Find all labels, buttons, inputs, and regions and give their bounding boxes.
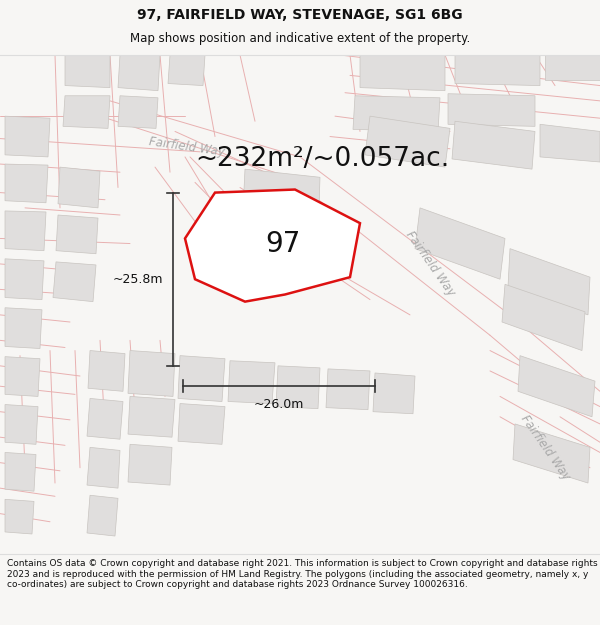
Polygon shape <box>5 211 46 251</box>
Polygon shape <box>502 284 585 351</box>
Polygon shape <box>58 167 100 208</box>
Polygon shape <box>5 164 48 202</box>
Polygon shape <box>87 448 120 488</box>
Text: Map shows position and indicative extent of the property.: Map shows position and indicative extent… <box>130 32 470 45</box>
Polygon shape <box>545 55 600 81</box>
Polygon shape <box>5 116 50 157</box>
Polygon shape <box>326 369 370 409</box>
Text: ~232m²/~0.057ac.: ~232m²/~0.057ac. <box>195 146 449 172</box>
Polygon shape <box>415 208 505 279</box>
Polygon shape <box>178 356 225 401</box>
Polygon shape <box>353 96 440 131</box>
Text: 97, FAIRFIELD WAY, STEVENAGE, SG1 6BG: 97, FAIRFIELD WAY, STEVENAGE, SG1 6BG <box>137 8 463 22</box>
Polygon shape <box>452 121 535 169</box>
Polygon shape <box>56 215 98 254</box>
Polygon shape <box>185 189 360 302</box>
Polygon shape <box>455 55 540 86</box>
Polygon shape <box>276 366 320 409</box>
Polygon shape <box>513 424 590 483</box>
Polygon shape <box>88 351 125 391</box>
Text: Fairfield Way: Fairfield Way <box>148 135 226 159</box>
Text: ~25.8m: ~25.8m <box>113 272 163 286</box>
Polygon shape <box>87 495 118 536</box>
Text: Contains OS data © Crown copyright and database right 2021. This information is : Contains OS data © Crown copyright and d… <box>7 559 598 589</box>
Polygon shape <box>518 356 595 417</box>
Polygon shape <box>128 396 175 437</box>
Polygon shape <box>178 404 225 444</box>
Polygon shape <box>540 124 600 162</box>
Polygon shape <box>128 444 172 485</box>
Polygon shape <box>373 373 415 414</box>
Polygon shape <box>5 259 44 299</box>
Polygon shape <box>360 55 445 91</box>
Polygon shape <box>63 96 110 128</box>
Polygon shape <box>365 116 450 167</box>
Polygon shape <box>5 452 36 491</box>
Text: ~26.0m: ~26.0m <box>254 399 304 411</box>
Polygon shape <box>5 499 34 534</box>
Polygon shape <box>118 96 158 128</box>
Text: 97: 97 <box>265 229 301 258</box>
Text: Fairfield Way: Fairfield Way <box>518 412 572 482</box>
Text: Fairfield Way: Fairfield Way <box>403 229 457 299</box>
Polygon shape <box>5 308 42 349</box>
Polygon shape <box>508 249 590 315</box>
Polygon shape <box>65 55 110 88</box>
Polygon shape <box>242 169 320 239</box>
Polygon shape <box>87 399 123 439</box>
Polygon shape <box>168 55 205 86</box>
Polygon shape <box>53 262 96 302</box>
Polygon shape <box>5 404 38 444</box>
Polygon shape <box>5 357 40 396</box>
Polygon shape <box>128 351 175 396</box>
Polygon shape <box>228 361 275 404</box>
Polygon shape <box>118 55 160 91</box>
Polygon shape <box>448 94 535 126</box>
